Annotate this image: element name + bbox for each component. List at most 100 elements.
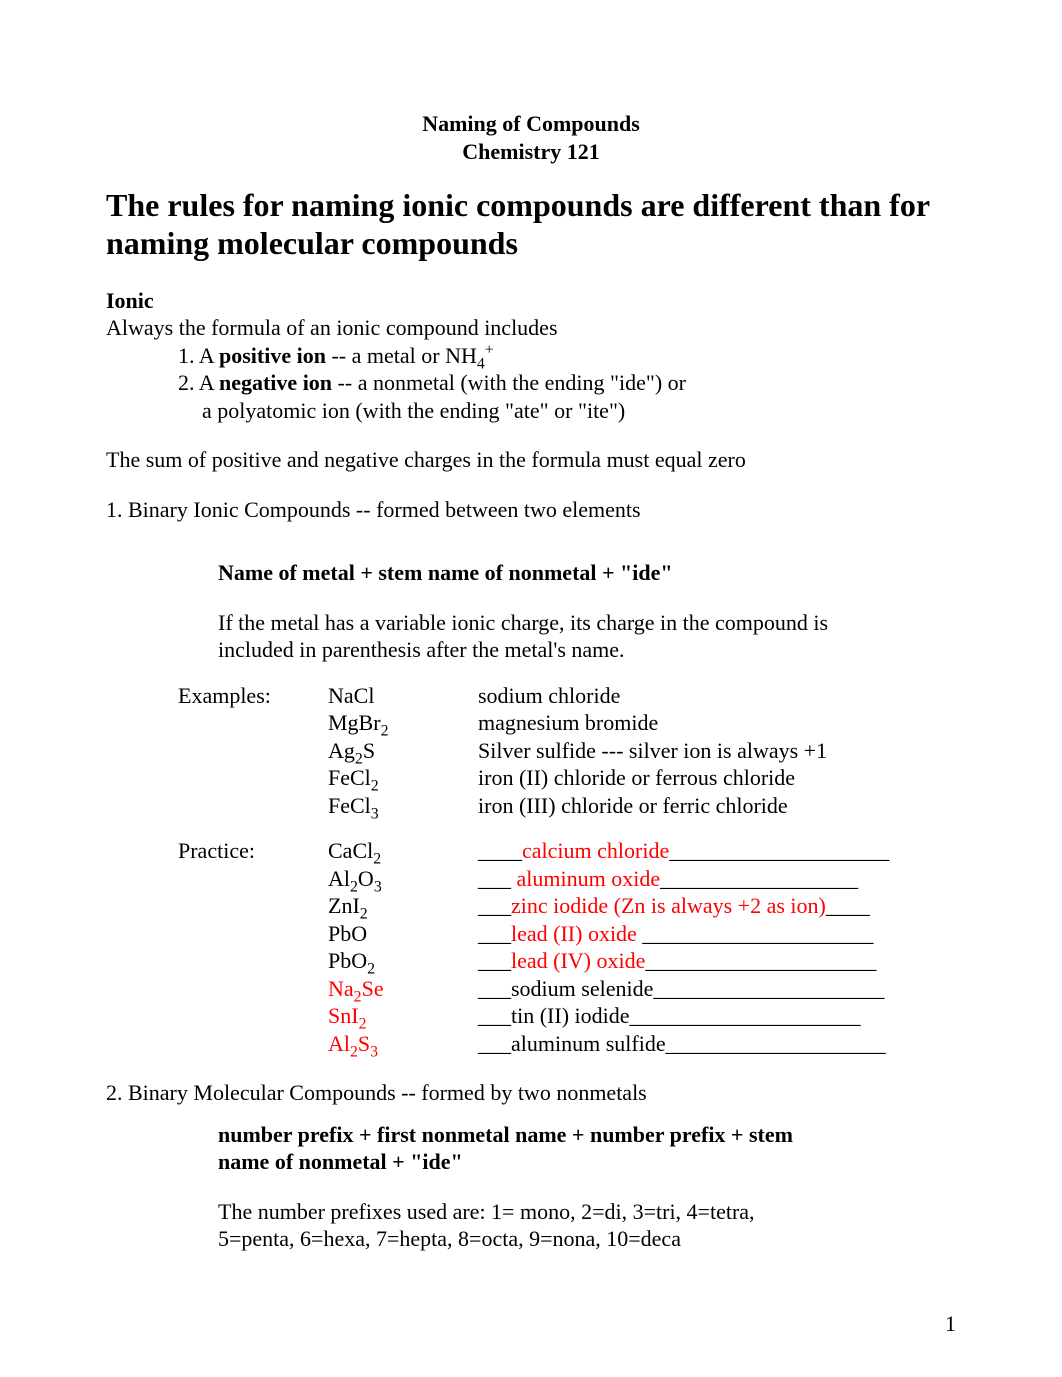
formula: Al2S3	[328, 1030, 478, 1058]
charge-rule: The sum of positive and negative charges…	[106, 446, 956, 474]
practice-row: Practice: CaCl2 ____calcium chloride____…	[106, 837, 956, 865]
section2-rule-l2: name of nonmetal + "ide"	[218, 1148, 956, 1176]
formula-text: PbO	[328, 948, 367, 973]
variable-note-l2: included in parenthesis after the metal'…	[218, 636, 956, 664]
text: A	[199, 370, 219, 395]
formula: NaCl	[328, 682, 478, 710]
ionic-label: Ionic	[106, 287, 956, 315]
blank-suffix: ____	[826, 893, 870, 918]
compound-name: ___sodium selenide_____________________	[478, 975, 956, 1003]
text-bold: negative ion	[219, 370, 332, 395]
compound-name: iron (III) chloride or ferric chloride	[478, 792, 956, 820]
answer: sodium selenide	[511, 976, 653, 1001]
answer: lead (II) oxide	[511, 921, 642, 946]
doc-title-line1: Naming of Compounds	[106, 110, 956, 138]
formula: FeCl2	[328, 764, 478, 792]
formula-text: O	[358, 866, 374, 891]
compound-name: Silver sulfide --- silver ion is always …	[478, 737, 956, 765]
blank-prefix: ___	[478, 1031, 511, 1056]
formula-text: ZnI	[328, 893, 360, 918]
compound-name: ___lead (IV) oxide_____________________	[478, 947, 956, 975]
formula-text: SnI	[328, 1003, 359, 1028]
blank-prefix: ___	[478, 866, 517, 891]
practice-row: SnI2 ___tin (II) iodide_________________…	[106, 1002, 956, 1030]
compound-name: ___lead (II) oxide _____________________	[478, 920, 956, 948]
formula-text: PbO	[328, 921, 367, 946]
practice-label: Practice:	[178, 837, 328, 865]
prefixes-l2: 5=penta, 6=hexa, 7=hepta, 8=octa, 9=nona…	[218, 1225, 956, 1253]
compound-name: sodium chloride	[478, 682, 956, 710]
blank-suffix: __________________	[660, 866, 858, 891]
formula: FeCl3	[328, 792, 478, 820]
text-bold: positive ion	[219, 343, 326, 368]
compound-name: magnesium bromide	[478, 709, 956, 737]
blank-prefix: ___	[478, 921, 511, 946]
ionic-intro: Always the formula of an ionic compound …	[106, 314, 956, 342]
formula-text: CaCl	[328, 838, 373, 863]
blank-suffix: _____________________	[653, 976, 884, 1001]
ionic-item-2-cont: a polyatomic ion (with the ending "ate" …	[106, 397, 956, 425]
blank-suffix: _____________________	[642, 921, 873, 946]
section1-heading: 1. Binary Ionic Compounds -- formed betw…	[106, 496, 956, 524]
blank-prefix: ___	[478, 948, 511, 973]
formula: Ag2S	[328, 737, 478, 765]
page-number: 1	[945, 1310, 956, 1338]
blank-prefix: ___	[478, 976, 511, 1001]
examples-label: Examples:	[178, 682, 328, 710]
section2-heading: 2. Binary Molecular Compounds -- formed …	[106, 1079, 956, 1107]
examples-block: Examples: NaCl sodium chloride MgBr2 mag…	[106, 682, 956, 820]
answer: zinc iodide (Zn is always +2 as ion)	[511, 893, 826, 918]
formula: Na2Se	[328, 975, 478, 1003]
practice-row: PbO2 ___lead (IV) oxide_________________…	[106, 947, 956, 975]
formula-text: NaCl	[328, 683, 374, 708]
compound-name: iron (II) chloride or ferrous chloride	[478, 764, 956, 792]
formula-text: S	[363, 738, 375, 763]
practice-row: PbO ___lead (II) oxide _________________…	[106, 920, 956, 948]
subscript: 2	[350, 1043, 358, 1060]
answer: tin (II) iodide	[511, 1003, 630, 1028]
main-heading: The rules for naming ionic compounds are…	[106, 187, 956, 263]
blank-prefix: ___	[478, 893, 511, 918]
example-row: Ag2S Silver sulfide --- silver ion is al…	[106, 737, 956, 765]
blank-suffix: ____________________	[666, 1031, 886, 1056]
practice-row: ZnI2 ___zinc iodide (Zn is always +2 as …	[106, 892, 956, 920]
section1-rule-block: Name of metal + stem name of nonmetal + …	[106, 559, 956, 664]
compound-name: ____calcium chloride____________________	[478, 837, 956, 865]
example-row: MgBr2 magnesium bromide	[106, 709, 956, 737]
list-num: 1.	[178, 343, 195, 368]
compound-name: ___aluminum sulfide____________________	[478, 1030, 956, 1058]
doc-title-line2: Chemistry 121	[106, 138, 956, 166]
answer: aluminum sulfide	[511, 1031, 666, 1056]
blank-prefix: ____	[478, 838, 522, 863]
list-num: 2.	[178, 370, 195, 395]
variable-note-l1: If the metal has a variable ionic charge…	[218, 609, 956, 637]
formula-text: Na	[328, 976, 354, 1001]
answer: aluminum oxide	[517, 866, 661, 891]
ionic-item-1: 1. A positive ion -- a metal or NH4+	[106, 342, 956, 370]
formula: PbO2	[328, 947, 478, 975]
formula-text: Ag	[328, 738, 355, 763]
section2-rule-l1: number prefix + first nonmetal name + nu…	[218, 1121, 956, 1149]
formula-text: Se	[362, 976, 384, 1001]
formula: Al2O3	[328, 865, 478, 893]
formula: SnI2	[328, 1002, 478, 1030]
formula: CaCl2	[328, 837, 478, 865]
formula-text: FeCl	[328, 765, 371, 790]
practice-row: Na2Se ___sodium selenide________________…	[106, 975, 956, 1003]
page: Naming of Compounds Chemistry 121 The ru…	[0, 0, 1062, 1377]
practice-block: Practice: CaCl2 ____calcium chloride____…	[106, 837, 956, 1057]
subscript: 3	[371, 805, 379, 822]
formula: PbO	[328, 920, 478, 948]
blank-suffix: _____________________	[645, 948, 876, 973]
text: -- a nonmetal (with the ending "ide") or	[332, 370, 686, 395]
practice-row: Al2O3 ___ aluminum oxide________________…	[106, 865, 956, 893]
example-row: FeCl2 iron (II) chloride or ferrous chlo…	[106, 764, 956, 792]
answer: calcium chloride	[522, 838, 669, 863]
blank-prefix: ___	[478, 1003, 511, 1028]
blank-suffix: ____________________	[669, 838, 889, 863]
example-row: FeCl3 iron (III) chloride or ferric chlo…	[106, 792, 956, 820]
formula: MgBr2	[328, 709, 478, 737]
formula-text: S	[358, 1031, 370, 1056]
superscript: +	[485, 341, 494, 358]
subscript: 3	[370, 1043, 378, 1060]
